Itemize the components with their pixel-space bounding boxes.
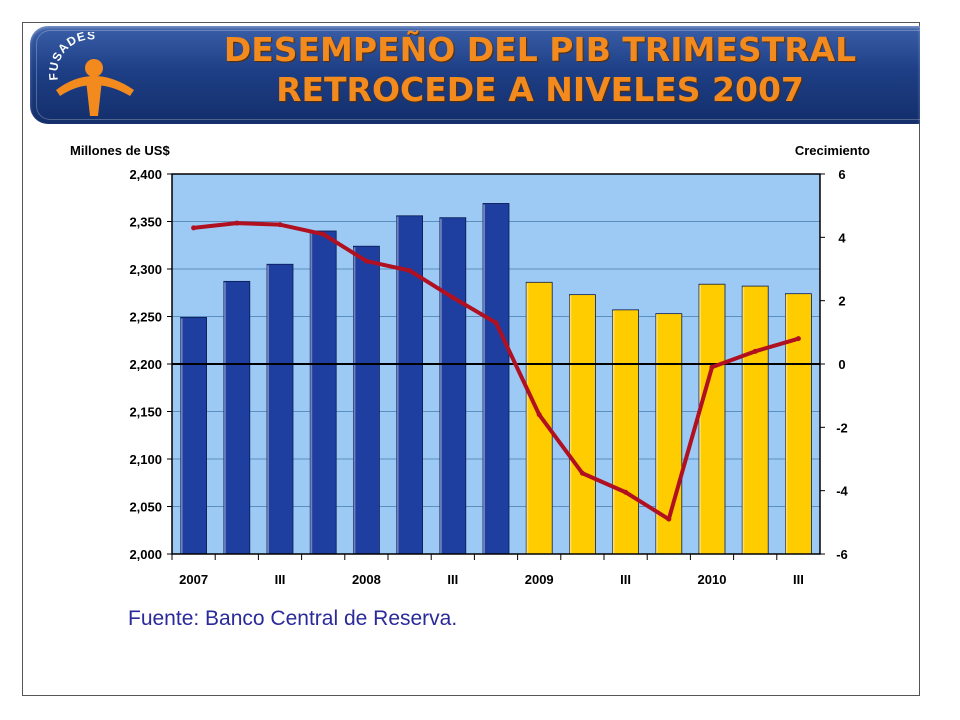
x-tick-label: III: [793, 572, 804, 587]
x-tick-label: III: [620, 572, 631, 587]
growth-point: [623, 489, 629, 495]
title-banner: FUSADES DESEMPEÑO DEL PIB TRIMESTRAL RET…: [30, 26, 920, 124]
bar: [223, 280, 251, 555]
y-tick-label: 2,050: [129, 500, 162, 515]
y2-tick-label: -6: [836, 547, 848, 562]
bar: [352, 245, 380, 555]
bar: [698, 283, 726, 555]
y2-tick-label: 4: [838, 230, 846, 245]
growth-point: [234, 220, 240, 226]
bar: [439, 217, 467, 555]
growth-point: [579, 470, 585, 476]
bar: [396, 215, 424, 555]
growth-point: [320, 231, 326, 237]
y2-tick-label: 6: [838, 167, 845, 182]
y-tick-label: 2,250: [129, 310, 162, 325]
title-line-1: DESEMPEÑO DEL PIB TRIMESTRAL: [223, 30, 857, 69]
y-tick-label: 2,000: [129, 547, 162, 562]
x-tick-label: 2007: [179, 572, 208, 587]
fusades-logo: FUSADES: [46, 32, 134, 116]
growth-point: [277, 222, 283, 228]
bar: [569, 294, 596, 555]
source-note: Fuente: Banco Central de Reserva.: [128, 607, 458, 630]
axes: 2,000 2,050 2,100 2,150 2,200 2,250 2,300 2,350…: [129, 167, 848, 587]
bar: [785, 293, 812, 555]
y2-axis-title: Crecimiento: [795, 143, 870, 158]
y2-tick-label: 0: [838, 357, 845, 372]
bar: [266, 263, 294, 555]
y-axis-title: Millones de US$: [70, 143, 170, 158]
slide-title: DESEMPEÑO DEL PIB TRIMESTRAL RETROCEDE A…: [170, 30, 910, 110]
bar: [482, 203, 510, 555]
x-tick-label: III: [275, 572, 286, 587]
y-tick-label: 2,100: [129, 452, 162, 467]
y-tick-label: 2,200: [129, 357, 162, 372]
growth-point: [795, 336, 801, 342]
growth-point: [363, 258, 369, 264]
y2-tick-label: -4: [836, 484, 848, 499]
growth-point: [191, 225, 197, 231]
y-tick-label: 2,350: [129, 215, 162, 230]
bar: [612, 309, 639, 555]
title-line-2: RETROCEDE A NIVELES 2007: [276, 70, 804, 109]
x-tick-label: III: [447, 572, 458, 587]
x-tick-label: 2010: [698, 572, 727, 587]
growth-point: [493, 320, 499, 326]
plot-border: [171, 173, 821, 555]
growth-point: [709, 364, 715, 370]
banner-border: [36, 30, 920, 120]
y-tick-label: 2,300: [129, 262, 162, 277]
y-tick-label: 2,150: [129, 405, 162, 420]
bar: [525, 281, 553, 555]
growth-line-series: [191, 220, 801, 522]
growth-point: [407, 268, 413, 274]
bar: [741, 285, 769, 555]
growth-point: [752, 348, 758, 354]
y2-tick-label: 2: [838, 294, 845, 309]
growth-point: [666, 516, 672, 522]
x-tick-label: 2008: [352, 572, 381, 587]
growth-point: [536, 412, 542, 418]
y2-tick-label: -2: [836, 420, 848, 435]
axis-labels: Millones de US$ Crecimiento: [70, 143, 870, 158]
x-tick-label: 2009: [525, 572, 554, 587]
y-tick-label: 2,400: [129, 167, 162, 182]
growth-point: [450, 295, 456, 300]
bar: [309, 230, 337, 555]
bar: [180, 317, 208, 555]
bar-series: [180, 203, 812, 555]
